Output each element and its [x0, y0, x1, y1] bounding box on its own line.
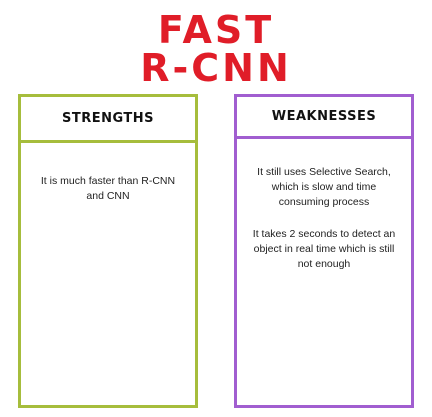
- title-line-2: R-CNN: [140, 46, 292, 90]
- title-line-1: FAST: [157, 8, 275, 52]
- strengths-card: STRENGTHS It is much faster than R-CNN a…: [18, 94, 198, 408]
- weaknesses-list: It still uses Selective Search, which is…: [237, 165, 411, 272]
- weakness-point: It takes 2 seconds to detect an object i…: [252, 228, 396, 270]
- weaknesses-heading: WEAKNESSES: [237, 97, 411, 139]
- strengths-list: It is much faster than R-CNN and CNN: [21, 174, 195, 204]
- strength-point: It is much faster than R-CNN and CNN: [40, 175, 176, 202]
- weakness-point: It still uses Selective Search, which is…: [257, 166, 391, 208]
- strengths-heading: STRENGTHS: [21, 97, 195, 143]
- weaknesses-card: WEAKNESSES It still uses Selective Searc…: [234, 94, 414, 408]
